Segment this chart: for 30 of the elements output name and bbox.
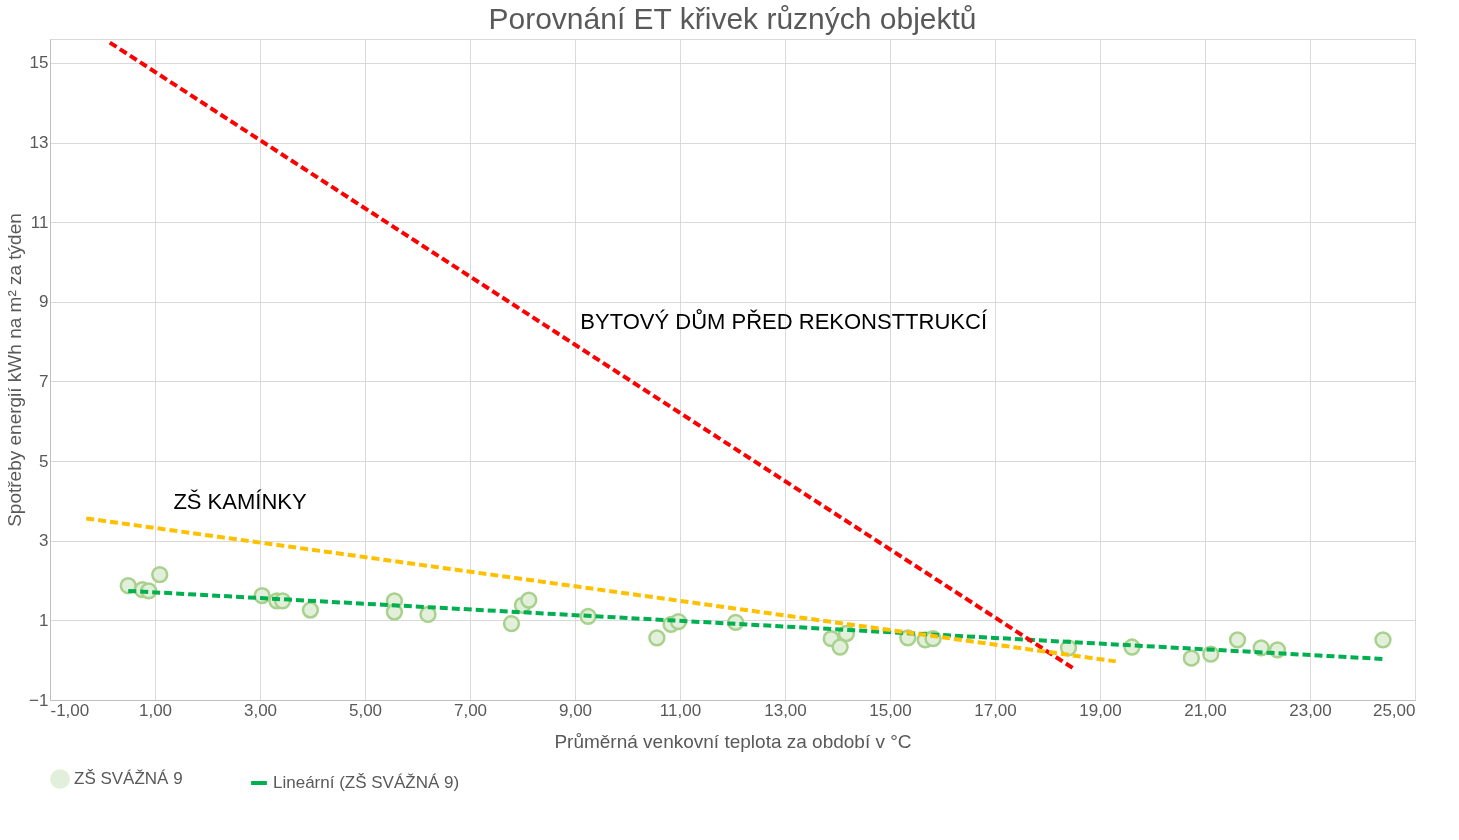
y-tick-label: 11 <box>30 212 49 232</box>
y-tick-label: 5 <box>39 451 49 471</box>
legend-label: ZŠ SVÁŽNÁ 9 <box>74 769 183 789</box>
y-tick-label: 3 <box>39 531 49 551</box>
x-tick-label: 13,00 <box>764 700 807 720</box>
y-axis-title: Spotřeby energií kWh na m² za týden <box>4 213 26 527</box>
x-tick-label: 25,00 <box>1372 700 1416 720</box>
chart-title: Porovnání ET křivek různých objektů <box>488 2 977 35</box>
y-tick-label: 13 <box>29 133 49 153</box>
x-tick-label: 11,00 <box>659 700 702 720</box>
x-tick-label: 7,00 <box>453 700 488 720</box>
annotation: BYTOVÝ DŮM PŘED REKONSTTRUKCÍ <box>580 309 988 335</box>
x-tick-label: 21,00 <box>1184 700 1227 720</box>
x-tick-label: 9,00 <box>558 700 593 720</box>
x-tick-label: 23,00 <box>1289 700 1332 720</box>
x-tick-label: 19,00 <box>1079 700 1122 720</box>
y-tick-label: 7 <box>39 371 49 391</box>
legend-label: Lineární (ZŠ SVÁŽNÁ 9) <box>273 773 460 792</box>
y-tick-label: 1 <box>39 610 49 630</box>
x-tick-label: 5,00 <box>348 700 383 720</box>
x-axis-title: Průměrná venkovní teplota za období v °C <box>554 730 912 752</box>
x-tick-label: 1,00 <box>138 700 173 720</box>
y-tick-label: −1 <box>29 690 49 710</box>
x-tick-label: 17,00 <box>974 700 1017 720</box>
x-tick-label: 3,00 <box>243 700 278 720</box>
x-tick-label: -1,00 <box>50 700 90 720</box>
y-tick-label: 9 <box>39 292 49 312</box>
y-tick-label: 15 <box>29 53 49 73</box>
x-tick-label: 15,00 <box>869 700 912 720</box>
annotation: ZŠ KAMÍNKY <box>173 489 307 515</box>
